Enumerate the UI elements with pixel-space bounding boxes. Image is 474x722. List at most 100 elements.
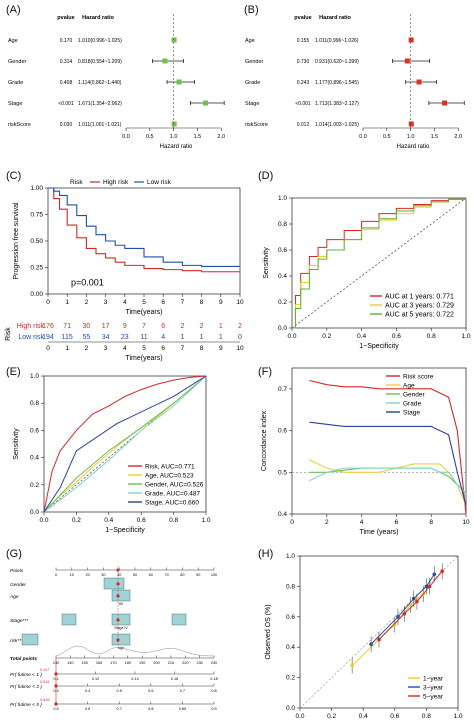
risk-table-tick-label: 9 bbox=[219, 345, 223, 352]
nomogram-tick-label: 80 bbox=[180, 573, 184, 577]
legend-label: Gender, AUC=0.526 bbox=[145, 482, 204, 489]
calibration-point bbox=[369, 642, 373, 646]
nomogram-tick-label: 40 bbox=[117, 573, 121, 577]
x-tick-label: 2 bbox=[325, 519, 329, 526]
y-axis-title: Sensitivity bbox=[13, 428, 20, 460]
calibration-point bbox=[427, 584, 432, 589]
x-tick-label: 1.0 bbox=[170, 134, 178, 140]
calibration-plot: 0.00.20.40.60.81.00.00.20.40.60.81.0Nomo… bbox=[265, 553, 463, 720]
x-tick-label: 0.6 bbox=[390, 713, 399, 720]
x-tick-label: 1 bbox=[65, 299, 69, 306]
nomogram-tick-label: 0.6 bbox=[148, 689, 153, 693]
x-tick-label: 4 bbox=[123, 299, 127, 306]
x-axis-title: 1−Specificity bbox=[359, 343, 399, 350]
risk-table-count: 9 bbox=[123, 323, 127, 330]
plot-frame bbox=[299, 555, 459, 709]
y-axis-title: Sensitivity bbox=[263, 247, 270, 279]
y-tick-label: 0.8 bbox=[286, 583, 295, 590]
x-tick-label: 0.0 bbox=[359, 134, 367, 140]
nomogram-box bbox=[103, 577, 125, 590]
legend-label: Risk, AUC=0.771 bbox=[145, 464, 195, 471]
hazard-ratio-text: 1.114(0.862~1.440) bbox=[78, 80, 122, 86]
risk-table-count: 1 bbox=[200, 334, 204, 341]
legend-label: AUC at 5 years: 0.722 bbox=[385, 312, 454, 319]
risk-table-count: 1 bbox=[219, 334, 223, 341]
x-axis-title: Hazard ratio bbox=[397, 144, 430, 150]
row-label: Age bbox=[245, 38, 255, 44]
y-tick-label: 0.4 bbox=[278, 273, 287, 280]
risk-table-count: 23 bbox=[121, 334, 129, 341]
x-axis-title: Time(years) bbox=[125, 309, 162, 316]
x-tick-label: 0.0 bbox=[295, 713, 304, 720]
panel-letter-d: (D) bbox=[258, 170, 274, 182]
x-tick-label: 0.6 bbox=[137, 517, 146, 524]
y-tick-label: 1.0 bbox=[286, 553, 295, 560]
x-tick-label: 2.0 bbox=[454, 134, 462, 140]
x-axis-title: Time (years) bbox=[359, 529, 398, 536]
nomogram-tick-label: 0.5 bbox=[117, 689, 122, 693]
survival-curve bbox=[48, 187, 240, 273]
nomogram-point bbox=[116, 618, 120, 622]
risk-table-count: 4 bbox=[161, 334, 165, 341]
legend-label: Gender bbox=[403, 392, 426, 399]
hr-marker bbox=[162, 58, 168, 64]
density-curve bbox=[55, 645, 215, 657]
risk-table-tick-label: 1 bbox=[65, 345, 69, 352]
y-tick-label: 0.2 bbox=[278, 299, 287, 306]
x-axis-title: Hazard ratio bbox=[160, 144, 193, 150]
risk-table-count: 71 bbox=[63, 323, 71, 330]
nomogram-probability-point bbox=[54, 672, 58, 676]
x-tick-label: 9 bbox=[219, 299, 223, 306]
nomogram-probability-point bbox=[54, 684, 58, 688]
risk-table-count: 2 bbox=[238, 323, 242, 330]
pvalue-text: 0.155 bbox=[297, 38, 310, 44]
y-tick-label: 0.2 bbox=[286, 675, 295, 682]
nomogram-point bbox=[116, 594, 120, 598]
nomogram-box bbox=[111, 633, 131, 646]
calibration-point bbox=[411, 596, 416, 601]
hr-marker bbox=[176, 79, 182, 85]
nomogram-tick-label: 0 bbox=[55, 573, 57, 577]
legend-label: Low risk bbox=[147, 179, 172, 186]
nomogram-probability-point bbox=[54, 702, 58, 706]
plot-frame bbox=[291, 367, 467, 515]
calibration-point bbox=[377, 637, 381, 642]
nomogram: Points 0 10 20 30 40 50 60 70 80 90 100 Gender Age 65 S… bbox=[9, 566, 218, 711]
panel-letter-h: (H) bbox=[258, 548, 274, 560]
y-tick-label: 0.6 bbox=[278, 428, 287, 435]
x-tick-label: 0.8 bbox=[169, 517, 178, 524]
y-tick-label: 0.0 bbox=[286, 705, 295, 712]
x-tick-label: 1.5 bbox=[431, 134, 439, 140]
x-tick-label: 2.0 bbox=[217, 134, 225, 140]
y-tick-label: 0.25 bbox=[30, 265, 43, 272]
p-value-annotation: p=0.001 bbox=[71, 278, 104, 288]
hr-marker bbox=[416, 79, 422, 85]
x-tick-label: 0.4 bbox=[357, 333, 366, 340]
panel-letter-g: (G) bbox=[6, 548, 22, 560]
legend-label: AUC at 3 years: 0.729 bbox=[385, 303, 454, 310]
x-tick-label: 6 bbox=[161, 299, 165, 306]
hr-marker bbox=[171, 121, 177, 127]
nomogram-row-label: Pr( futime < 1 ) bbox=[10, 672, 42, 678]
forest-plot-b: pvalue Hazard ratio Age 0.155 1.011(0.996~1.… bbox=[245, 14, 465, 150]
nomogram-tick-label: 50 bbox=[133, 573, 137, 577]
calibration-point bbox=[396, 615, 400, 619]
risk-table-count: 1 bbox=[180, 334, 184, 341]
x-tick-label: 1.5 bbox=[194, 134, 202, 140]
risk-table-tick-label: 0 bbox=[46, 345, 50, 352]
nomogram-row-label: Points bbox=[10, 568, 24, 574]
nomogram-tick-label: 180 bbox=[125, 661, 131, 665]
x-tick-label: 10 bbox=[236, 299, 244, 306]
risk-table-count: 2 bbox=[180, 323, 184, 330]
nomogram-row-label: Pr( futime < 5 ) bbox=[10, 702, 42, 708]
risk-table-count: 1 bbox=[219, 323, 223, 330]
roc-curve bbox=[43, 375, 207, 513]
y-tick-label: 0.0 bbox=[30, 509, 39, 516]
x-tick-label: 1.0 bbox=[461, 333, 470, 340]
risk-table-tick-label: 7 bbox=[181, 345, 185, 352]
nomogram-tick-label: 10 bbox=[70, 573, 74, 577]
x-tick-label: 3 bbox=[104, 299, 108, 306]
nomogram-tick-label: 0.9 bbox=[211, 707, 216, 711]
risk-table-count: 7 bbox=[142, 323, 146, 330]
nomogram-tick-label: 70 bbox=[164, 573, 168, 577]
